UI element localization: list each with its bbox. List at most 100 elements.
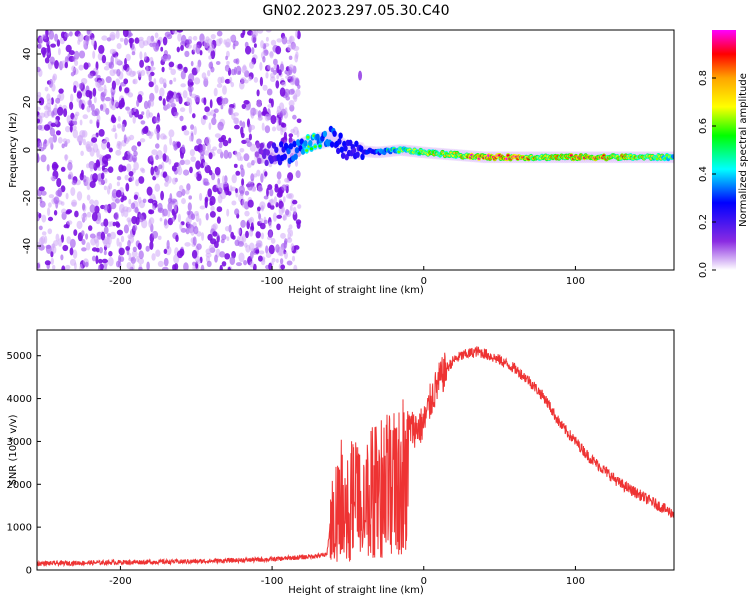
signal-cell	[271, 142, 277, 149]
noise-cell	[259, 217, 264, 224]
noise-cell	[67, 161, 73, 171]
noise-cell	[41, 214, 47, 223]
noise-cell	[146, 35, 152, 46]
noise-cell	[147, 198, 154, 204]
noise-cell	[72, 249, 78, 259]
noise-cell	[285, 209, 290, 216]
noise-cell	[233, 117, 239, 125]
noise-cell	[281, 206, 285, 213]
noise-cell	[208, 122, 212, 130]
noise-cell	[258, 255, 263, 262]
noise-cell	[180, 227, 187, 233]
noise-cell	[207, 233, 213, 241]
noise-cell	[63, 108, 68, 117]
noise-cell	[61, 265, 66, 270]
noise-cell	[244, 210, 250, 217]
noise-cell	[284, 107, 288, 114]
noise-cell	[92, 50, 96, 59]
noise-cell	[276, 258, 279, 263]
noise-cell	[151, 253, 156, 261]
noise-cell	[162, 98, 166, 107]
noise-cell	[58, 88, 64, 94]
noise-cell	[51, 83, 56, 92]
y-tick-label: 0	[26, 566, 32, 577]
noise-cell	[133, 194, 138, 200]
noise-cell	[176, 30, 183, 33]
colorbar-tick-label: 0.2	[698, 214, 709, 230]
noise-cell	[118, 247, 125, 256]
noise-cell	[90, 237, 97, 246]
noise-cell	[238, 252, 245, 263]
noise-cell	[148, 217, 155, 225]
noise-cell	[235, 170, 241, 176]
noise-cell	[151, 149, 158, 156]
noise-cell	[239, 120, 243, 127]
noise-cell	[165, 245, 172, 256]
noise-cell	[214, 241, 219, 249]
noise-cell	[64, 154, 68, 162]
noise-cell	[121, 123, 126, 132]
noise-cell	[154, 183, 161, 192]
colorbar-scale	[712, 30, 736, 270]
noise-cell	[273, 58, 278, 66]
noise-cell	[51, 161, 59, 171]
noise-cell	[270, 198, 275, 206]
noise-cell	[48, 202, 52, 208]
noise-cell	[288, 136, 293, 144]
noise-cell	[270, 72, 275, 79]
noise-cell	[190, 124, 195, 130]
noise-cell	[181, 198, 186, 205]
noise-cell	[103, 65, 110, 71]
noise-cell	[86, 30, 91, 35]
noise-cell	[246, 162, 252, 169]
noise-cell	[169, 136, 173, 146]
signal-cell	[277, 159, 283, 166]
y-tick-label: 4000	[7, 394, 32, 405]
signal-cell	[360, 153, 365, 160]
noise-cell	[193, 77, 201, 85]
noise-cell	[106, 235, 110, 245]
noise-cell	[283, 131, 287, 140]
noise-cell	[284, 251, 288, 260]
noise-cell	[175, 94, 179, 102]
noise-cell	[227, 191, 232, 196]
signal-cell	[315, 133, 320, 141]
noise-cell	[296, 118, 302, 124]
noise-cell	[78, 50, 86, 59]
noise-cell	[40, 47, 47, 56]
noise-cell	[244, 242, 248, 248]
noise-cell	[186, 39, 192, 45]
noise-cell	[38, 186, 45, 192]
noise-cell	[112, 221, 116, 227]
noise-cell	[297, 204, 302, 209]
noise-cell	[213, 113, 217, 119]
noise-cell	[249, 61, 255, 69]
noise-cell	[295, 170, 301, 179]
noise-cell	[283, 240, 288, 249]
noise-cell	[38, 244, 45, 251]
noise-cell	[255, 109, 258, 115]
noise-cell	[65, 264, 71, 270]
noise-cell	[53, 210, 58, 216]
noise-cell	[269, 204, 275, 210]
noise-cell	[292, 126, 299, 136]
noise-cell	[176, 250, 184, 259]
noise-cell	[162, 78, 167, 85]
noise-cell	[199, 205, 206, 210]
noise-cell	[120, 197, 124, 203]
y-tick-label: 2000	[7, 480, 32, 491]
noise-cell	[37, 66, 41, 73]
noise-cell	[117, 255, 122, 264]
signal-cell	[351, 147, 357, 154]
noise-cell	[190, 81, 194, 86]
noise-cell	[86, 242, 91, 251]
noise-cell	[103, 168, 109, 174]
noise-cell	[154, 128, 158, 135]
noise-cell	[178, 96, 183, 105]
noise-cell	[290, 243, 295, 252]
noise-cell	[212, 223, 218, 231]
noise-cell	[150, 99, 155, 107]
noise-cell	[38, 225, 43, 231]
noise-cell	[91, 110, 98, 117]
signal-cell	[279, 141, 284, 148]
